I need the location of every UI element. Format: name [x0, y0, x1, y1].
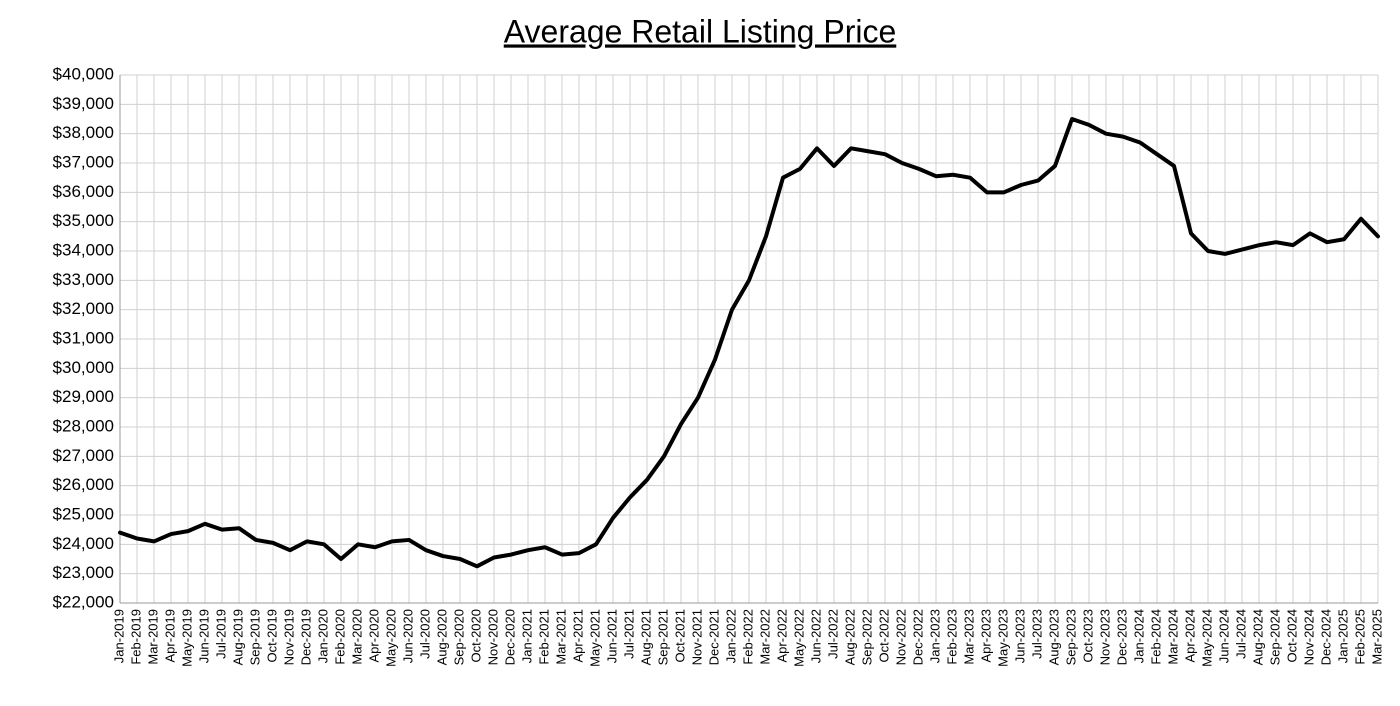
x-tick-label: Mar-2019 [145, 609, 160, 665]
x-tick-label: Dec-2021 [706, 609, 721, 665]
x-tick-label: Dec-2022 [910, 609, 925, 665]
x-tick-label: Dec-2023 [1114, 609, 1129, 665]
x-tick-label: Nov-2019 [281, 609, 296, 665]
x-tick-label: Sep-2021 [655, 609, 670, 665]
x-tick-label: Feb-2025 [1352, 609, 1367, 665]
x-tick-label: Apr-2020 [366, 609, 381, 662]
x-tick-label: Jul-2023 [1029, 609, 1044, 659]
chart-title: Average Retail Listing Price [504, 13, 897, 49]
x-tick-label: Apr-2021 [570, 609, 585, 662]
x-tick-label: Aug-2023 [1046, 609, 1061, 665]
x-tick-label: Apr-2023 [978, 609, 993, 662]
x-tick-label: Apr-2019 [162, 609, 177, 662]
x-tick-label: Oct-2024 [1284, 609, 1299, 662]
x-tick-label: Jul-2019 [213, 609, 228, 659]
y-tick-label: $28,000 [53, 416, 114, 435]
x-tick-label: Jun-2024 [1216, 609, 1231, 663]
x-tick-label: Nov-2021 [689, 609, 704, 665]
x-tick-label: Oct-2019 [264, 609, 279, 662]
x-tick-label: Aug-2022 [842, 609, 857, 665]
x-tick-label: Oct-2020 [468, 609, 483, 662]
x-tick-label: Sep-2024 [1267, 609, 1282, 665]
x-tick-label: Jan-2025 [1335, 609, 1350, 663]
x-tick-label: May-2024 [1199, 609, 1214, 667]
x-tick-label: Nov-2023 [1097, 609, 1112, 665]
y-tick-label: $33,000 [53, 270, 114, 289]
x-tick-label: Apr-2024 [1182, 609, 1197, 662]
x-tick-label: Jun-2023 [1012, 609, 1027, 663]
y-tick-label: $32,000 [53, 299, 114, 318]
x-tick-label: Jun-2022 [808, 609, 823, 663]
x-tick-label: May-2021 [587, 609, 602, 667]
x-tick-label: Aug-2024 [1250, 609, 1265, 665]
x-tick-label: May-2020 [383, 609, 398, 667]
x-tick-label: Jul-2024 [1233, 609, 1248, 659]
x-tick-label: Dec-2019 [298, 609, 313, 665]
x-tick-label: Jul-2021 [621, 609, 636, 659]
y-tick-label: $30,000 [53, 358, 114, 377]
x-tick-label: May-2023 [995, 609, 1010, 667]
x-tick-label: Mar-2024 [1165, 609, 1180, 665]
x-tick-label: Apr-2022 [774, 609, 789, 662]
x-tick-label: May-2019 [179, 609, 194, 667]
y-tick-label: $35,000 [53, 211, 114, 230]
x-tick-label: Nov-2020 [485, 609, 500, 665]
x-tick-label: Oct-2022 [876, 609, 891, 662]
data-line [118, 117, 1380, 569]
x-tick-label: Jun-2020 [400, 609, 415, 663]
x-tick-label: Mar-2025 [1369, 609, 1384, 665]
y-tick-label: $36,000 [53, 182, 114, 201]
y-tick-label: $24,000 [53, 534, 114, 553]
x-tick-label: Feb-2020 [332, 609, 347, 665]
y-tick-label: $34,000 [53, 240, 114, 259]
y-tick-label: $29,000 [53, 387, 114, 406]
x-tick-label: Dec-2024 [1318, 609, 1333, 665]
x-tick-label: Feb-2023 [944, 609, 959, 665]
x-tick-label: Jan-2024 [1131, 609, 1146, 663]
x-tick-label: Jun-2021 [604, 609, 619, 663]
y-tick-label: $26,000 [53, 475, 114, 494]
x-tick-label: Sep-2020 [451, 609, 466, 665]
x-tick-label: Jan-2021 [519, 609, 534, 663]
y-tick-label: $23,000 [53, 563, 114, 582]
x-tick-label: Aug-2019 [230, 609, 245, 665]
x-tick-label: Jan-2022 [723, 609, 738, 663]
x-tick-label: Mar-2023 [961, 609, 976, 665]
y-tick-label: $39,000 [53, 94, 114, 113]
x-tick-label: Sep-2019 [247, 609, 262, 665]
x-tick-label: Aug-2021 [638, 609, 653, 665]
x-tick-label: Oct-2023 [1080, 609, 1095, 662]
x-tick-label: Jan-2020 [315, 609, 330, 663]
x-tick-label: Mar-2022 [757, 609, 772, 665]
x-tick-label: May-2022 [791, 609, 806, 667]
y-tick-label: $37,000 [53, 152, 114, 171]
x-tick-label: Feb-2022 [740, 609, 755, 665]
x-tick-label: Jul-2020 [417, 609, 432, 659]
x-tick-label: Dec-2020 [502, 609, 517, 665]
y-tick-label: $31,000 [53, 328, 114, 347]
x-tick-label: Nov-2022 [893, 609, 908, 665]
y-tick-label: $27,000 [53, 446, 114, 465]
x-tick-label: Feb-2019 [128, 609, 143, 665]
x-tick-label: Jun-2019 [196, 609, 211, 663]
x-tick-label: Feb-2024 [1148, 609, 1163, 665]
x-tick-label: Mar-2021 [553, 609, 568, 665]
y-tick-label: $40,000 [53, 64, 114, 83]
y-tick-label: $22,000 [53, 592, 114, 611]
y-tick-label: $38,000 [53, 123, 114, 142]
x-tick-label: Jul-2022 [825, 609, 840, 659]
x-tick-label: Nov-2024 [1301, 609, 1316, 665]
x-tick-label: Jan-2019 [111, 609, 126, 663]
x-tick-label: Oct-2021 [672, 609, 687, 662]
x-tick-label: Mar-2020 [349, 609, 364, 665]
x-tick-label: Aug-2020 [434, 609, 449, 665]
x-tick-label: Sep-2023 [1063, 609, 1078, 665]
x-tick-label: Feb-2021 [536, 609, 551, 665]
x-tick-label: Jan-2023 [927, 609, 942, 663]
y-tick-label: $25,000 [53, 504, 114, 523]
x-tick-label: Sep-2022 [859, 609, 874, 665]
